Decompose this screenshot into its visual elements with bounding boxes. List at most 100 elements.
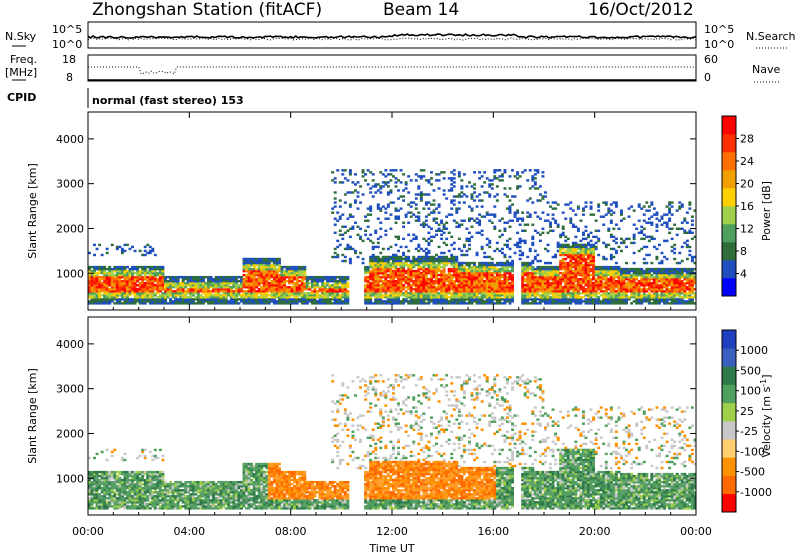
power-data-cell [498,249,502,253]
power-data-cell [298,273,302,277]
power-data-cell [430,263,433,267]
power-data-cell [364,296,368,299]
power-data-cell [386,257,390,261]
power-data-cell [612,298,616,301]
power-data-cell [424,255,428,259]
power-data-cell [493,282,497,285]
power-data-cell [445,298,449,301]
power-data-cell [607,211,611,214]
power-data-cell [488,290,492,293]
power-data-cell [559,277,563,281]
power-data-cell [574,294,578,297]
power-data-cell [584,247,588,251]
power-data-cell [328,277,332,281]
power-data-cell [399,261,403,265]
power-data-cell [597,279,601,283]
power-data-cell [118,275,122,279]
power-data-cell [381,279,385,283]
power-data-cell [146,288,150,291]
power-data-cell [143,253,147,257]
power-data-cell [186,277,190,281]
power-data-cell [169,298,172,301]
power-data-cell [559,292,563,295]
power-data-cell [343,298,347,301]
power-data-cell [564,265,568,269]
power-data-cell [402,237,406,241]
power-data-cell [541,277,545,281]
power-data-cell [430,300,433,303]
power-data-cell [399,273,403,277]
power-data-cell [531,241,535,245]
power-data-cell [450,261,454,265]
power-data-cell [604,286,608,289]
power-data-cell [528,273,532,277]
power-data-cell [658,243,661,247]
power-data-cell [637,219,641,222]
power-data-cell [219,275,223,279]
power-data-cell [95,279,99,283]
power-data-cell [392,288,395,291]
power-data-cell [642,205,646,208]
power-data-cell [559,279,563,283]
power-data-cell [460,296,464,299]
power-data-cell [503,229,507,233]
beam-title: Beam 14 [383,0,459,20]
power-data-cell [229,282,233,285]
power-data-cell [457,271,461,275]
power-data-cell [209,282,213,285]
power-data-cell [156,271,160,275]
power-data-cell [113,290,117,293]
power-data-cell [587,251,590,255]
power-data-cell [612,271,616,275]
power-data-cell [103,279,107,283]
power-data-cell [333,223,337,226]
power-data-cell [343,302,347,305]
power-data-cell [176,277,180,281]
power-data-cell [364,277,368,281]
power-data-cell [450,298,454,301]
power-data-cell [480,275,484,279]
power-data-cell [447,257,451,261]
power-data-cell [371,255,375,259]
power-data-cell [240,294,243,297]
power-data-cell [478,300,482,303]
power-data-cell [247,302,251,305]
power-data-cell [473,273,476,277]
power-data-cell [538,217,542,220]
power-data-cell [597,271,601,275]
power-data-cell [660,284,664,287]
power-data-cell [556,300,560,303]
power-data-cell [592,284,596,287]
power-data-cell [566,275,570,279]
power-data-cell [419,277,423,281]
power-data-cell [394,185,398,188]
power-data-cell [148,298,152,301]
power-data-cell [660,217,664,220]
power-data-cell [488,255,492,259]
power-data-cell [394,290,398,293]
power-data-cell [584,201,588,204]
power-data-cell [516,241,520,245]
power-data-cell [404,294,408,297]
power-data-cell [148,251,152,255]
power-data-cell [138,273,142,277]
power-data-cell [308,275,312,279]
power-data-cell [402,225,406,228]
power-data-cell [341,292,345,295]
power-data-cell [194,290,198,293]
power-data-cell [640,237,644,241]
power-data-cell [343,282,347,285]
power-data-cell [217,286,221,289]
power-data-cell [283,296,286,299]
power-data-cell [541,296,545,299]
power-data-cell [647,239,651,243]
power-data-cell [384,183,388,186]
power-data-cell [450,235,454,239]
power-data-cell [506,300,509,303]
power-data-cell [435,229,438,233]
power-data-cell [300,298,304,301]
power-data-cell [379,290,383,293]
power-data-cell [310,294,314,297]
power-data-cell [245,284,248,287]
power-data-cell [113,277,117,281]
